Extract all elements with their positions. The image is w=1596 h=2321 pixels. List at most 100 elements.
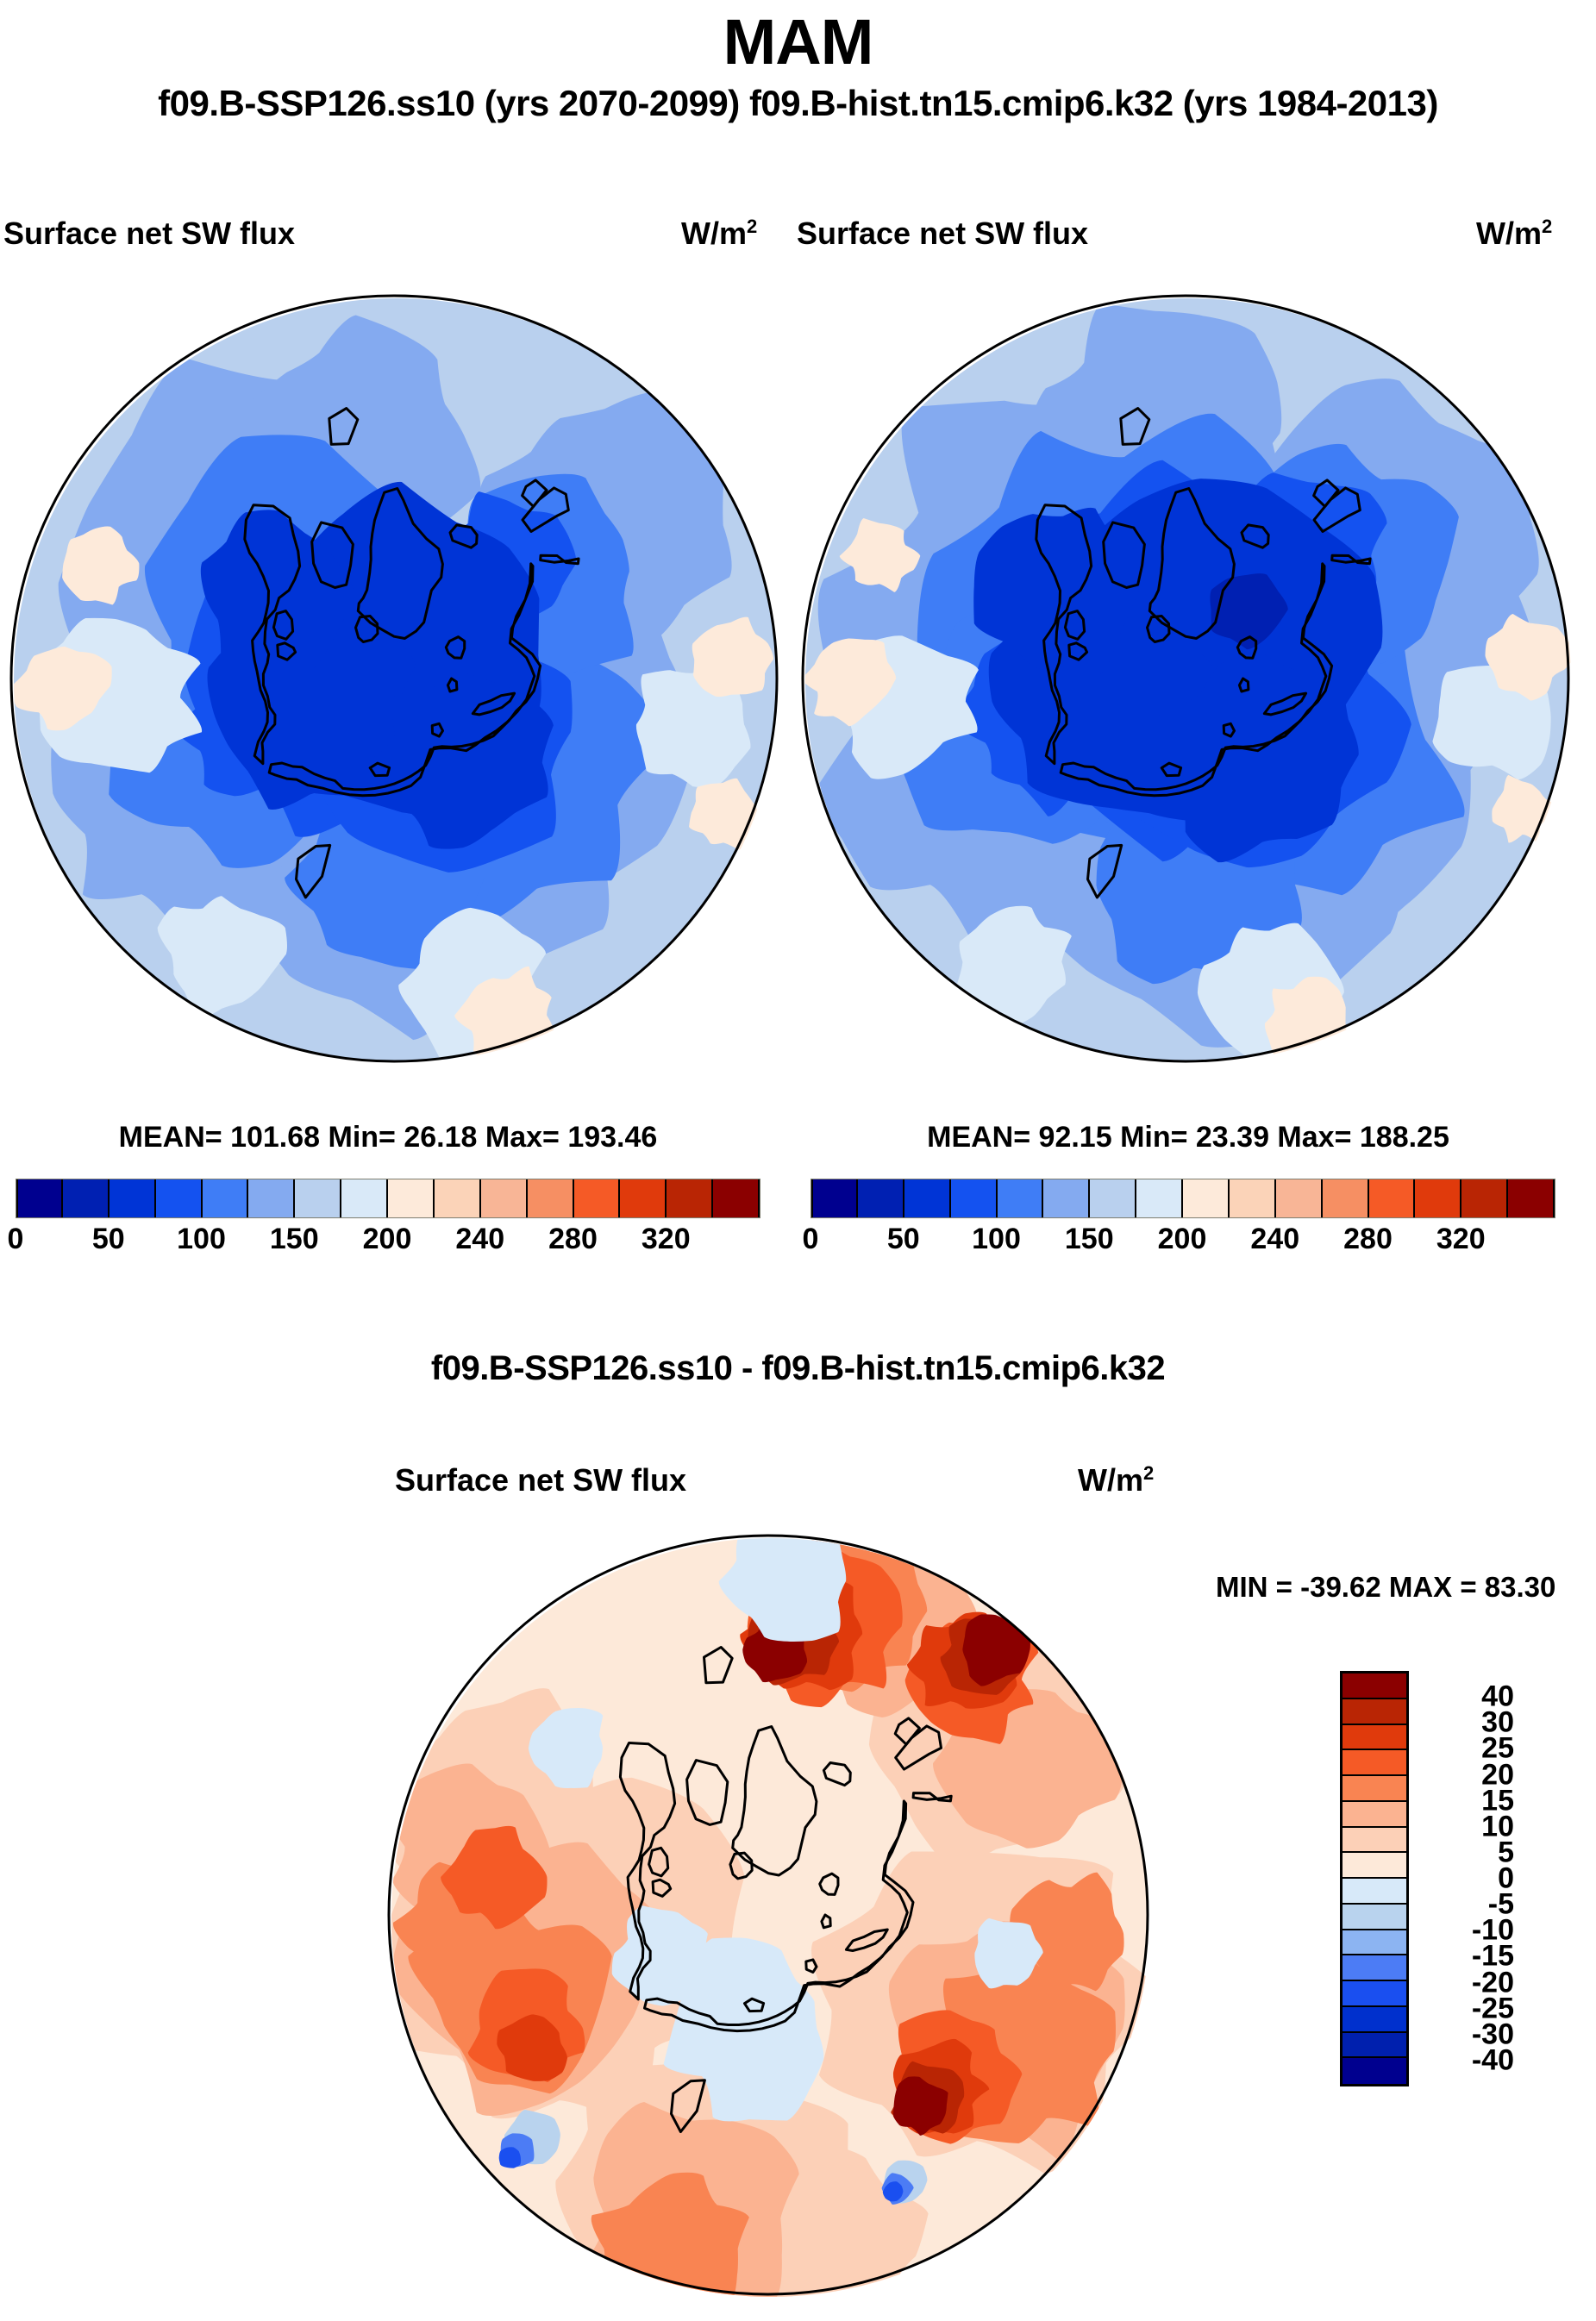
colorbar-tick-label: 150 xyxy=(1064,1223,1114,1255)
colorbar-tick-label: 0 xyxy=(1498,1861,1514,1895)
colorbar-tick-label: 240 xyxy=(1250,1223,1300,1255)
colorbar-tick-label: 320 xyxy=(641,1223,691,1255)
map-ssp126-arctic[interactable] xyxy=(9,293,779,1064)
colorbar-swatch xyxy=(950,1179,998,1217)
colorbar-tick-label: 150 xyxy=(269,1223,319,1255)
right-units-text: W/m xyxy=(1476,216,1542,251)
colorbar-tick-label: 15 xyxy=(1481,1784,1514,1817)
left-units-exponent: 2 xyxy=(747,216,758,237)
colorbar-swatch xyxy=(667,1179,714,1217)
difference-units-label: W/m2 xyxy=(1078,1462,1154,1498)
colorbar-swatch xyxy=(1183,1179,1230,1217)
colorbar-tick-label: -10 xyxy=(1471,1913,1514,1947)
colorbar-swatch xyxy=(857,1179,904,1217)
colorbar-swatch xyxy=(620,1179,667,1217)
colorbar-tick-label: 40 xyxy=(1481,1680,1514,1713)
difference-title: f09.B-SSP126.ss10 - f09.B-hist.tn15.cmip… xyxy=(430,1349,1166,1387)
colorbar-swatch xyxy=(1343,1724,1406,1751)
colorbar-tick-label: 320 xyxy=(1436,1223,1486,1255)
colorbar-swatch xyxy=(904,1179,951,1217)
colorbar-swatch xyxy=(1343,1853,1406,1879)
right-panel-units-label: W/m2 xyxy=(1476,216,1552,252)
difference-variable-label: Surface net SW flux xyxy=(395,1462,687,1498)
colorbar-tick-label: 0 xyxy=(7,1223,24,1255)
colorbar-swatch xyxy=(202,1179,249,1217)
colorbar-swatch xyxy=(1343,1981,1406,2007)
colorbar-tick-label: 200 xyxy=(1157,1223,1207,1255)
colorbar-tick-label: 100 xyxy=(177,1223,226,1255)
colorbar-swatch xyxy=(109,1179,156,1217)
colorbar-swatch xyxy=(1343,1801,1406,1828)
colorbar-swatch xyxy=(155,1179,203,1217)
page-title: MAM xyxy=(723,6,874,78)
colorbar-swatch xyxy=(1229,1179,1276,1217)
colorbar-swatch xyxy=(480,1179,528,1217)
colorbar-tick-label: 5 xyxy=(1498,1836,1514,1869)
colorbar-swatch xyxy=(1275,1179,1323,1217)
left-colorbar[interactable] xyxy=(16,1179,760,1218)
colorbar-tick-label: 50 xyxy=(91,1223,125,1255)
colorbar-swatch xyxy=(1461,1179,1509,1217)
diff-units-text: W/m xyxy=(1078,1462,1143,1498)
left-panel-stats: MEAN= 101.68 Min= 26.18 Max= 193.46 xyxy=(118,1121,658,1154)
colorbar-swatch xyxy=(248,1179,296,1217)
colorbar-tick-label: -30 xyxy=(1471,2018,1514,2051)
colorbar-swatch xyxy=(1343,1776,1406,1802)
colorbar-swatch xyxy=(527,1179,574,1217)
difference-colorbar[interactable] xyxy=(1340,1671,1409,2086)
colorbar-tick-label: 240 xyxy=(455,1223,505,1255)
colorbar-swatch xyxy=(434,1179,481,1217)
colorbar-tick-label: 30 xyxy=(1481,1705,1514,1739)
colorbar-swatch xyxy=(1090,1179,1137,1217)
colorbar-swatch xyxy=(1415,1179,1462,1217)
colorbar-tick-label: 50 xyxy=(886,1223,920,1255)
colorbar-swatch xyxy=(388,1179,435,1217)
colorbar-tick-label: 25 xyxy=(1481,1731,1514,1765)
colorbar-swatch xyxy=(1343,1955,1406,1981)
colorbar-swatch xyxy=(1343,1827,1406,1854)
right-units-exponent: 2 xyxy=(1542,216,1553,237)
difference-minmax-label: MIN = -39.62 MAX = 83.30 xyxy=(1216,1571,1556,1603)
colorbar-swatch xyxy=(573,1179,621,1217)
colorbar-swatch xyxy=(1343,1930,1406,1956)
colorbar-tick-label: -20 xyxy=(1471,1966,1514,1999)
map-difference-arctic[interactable] xyxy=(386,1533,1150,2297)
colorbar-swatch xyxy=(1322,1179,1369,1217)
colorbar-tick-label: 100 xyxy=(972,1223,1021,1255)
colorbar-swatch xyxy=(1343,1699,1406,1725)
right-panel-variable-label: Surface net SW flux xyxy=(797,216,1089,251)
colorbar-tick-label: 280 xyxy=(1343,1223,1393,1255)
colorbar-swatch xyxy=(811,1179,858,1217)
left-panel-units-label: W/m2 xyxy=(681,216,757,252)
colorbar-swatch xyxy=(1343,2006,1406,2033)
colorbar-swatch xyxy=(997,1179,1044,1217)
colorbar-swatch xyxy=(1343,1673,1406,1699)
left-units-text: W/m xyxy=(681,216,747,251)
diff-units-exponent: 2 xyxy=(1143,1462,1155,1484)
colorbar-tick-label: -40 xyxy=(1471,2043,1514,2077)
colorbar-tick-label: 0 xyxy=(802,1223,819,1255)
colorbar-tick-label: 280 xyxy=(548,1223,598,1255)
subtitle: f09.B-SSP126.ss10 (yrs 2070-2099) f09.B-… xyxy=(158,83,1438,123)
colorbar-swatch xyxy=(1508,1179,1555,1217)
colorbar-tick-label: -15 xyxy=(1471,1939,1514,1973)
colorbar-tick-label: 20 xyxy=(1481,1758,1514,1791)
colorbar-swatch xyxy=(1136,1179,1183,1217)
colorbar-swatch xyxy=(1343,1904,1406,1930)
right-colorbar[interactable] xyxy=(811,1179,1555,1218)
colorbar-swatch xyxy=(16,1179,63,1217)
map-historical-arctic[interactable] xyxy=(800,293,1571,1064)
colorbar-tick-label: 200 xyxy=(362,1223,412,1255)
colorbar-tick-label: 10 xyxy=(1481,1810,1514,1843)
right-panel-stats: MEAN= 92.15 Min= 23.39 Max= 188.25 xyxy=(927,1121,1449,1154)
colorbar-swatch xyxy=(62,1179,110,1217)
colorbar-swatch xyxy=(341,1179,388,1217)
colorbar-swatch xyxy=(1368,1179,1416,1217)
colorbar-swatch xyxy=(1343,1750,1406,1776)
colorbar-tick-label: -25 xyxy=(1471,1992,1514,2025)
colorbar-tick-label: -5 xyxy=(1487,1887,1514,1921)
colorbar-swatch xyxy=(295,1179,342,1217)
colorbar-swatch xyxy=(1343,2032,1406,2059)
left-panel-variable-label: Surface net SW flux xyxy=(3,216,296,251)
colorbar-swatch xyxy=(713,1179,760,1217)
